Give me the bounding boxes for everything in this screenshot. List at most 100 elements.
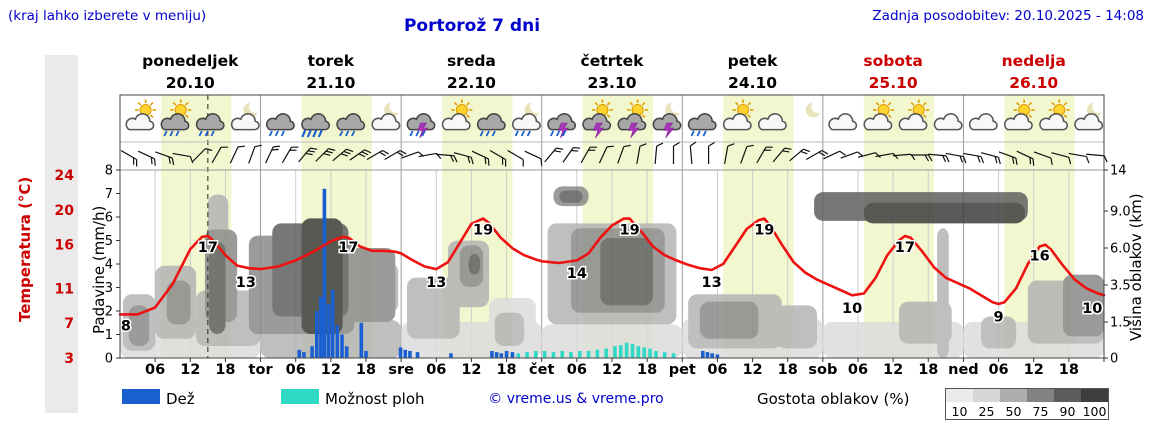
svg-text:17: 17 xyxy=(338,240,358,256)
svg-text:0: 0 xyxy=(105,352,113,367)
day-date: 25.10 xyxy=(869,74,918,92)
svg-text:1: 1 xyxy=(105,328,113,343)
rain-icon xyxy=(491,130,496,137)
wind-barb xyxy=(1051,152,1072,165)
wind-barb xyxy=(945,152,967,164)
rain-icon xyxy=(421,130,426,137)
svg-text:19: 19 xyxy=(754,223,774,239)
svg-text:17: 17 xyxy=(895,240,915,256)
rain-icon xyxy=(409,130,414,137)
density-step: 25 xyxy=(973,389,1000,419)
weather-icon-gcloud-rain xyxy=(687,113,717,137)
temperature-value-labels: 8 17 13 17 13 19 14 19 13 19 10 17 9 16 10 xyxy=(119,221,1104,336)
rain-icon xyxy=(526,130,531,137)
rain-icon xyxy=(555,130,561,137)
weather-icon-sun-cloud xyxy=(898,99,930,131)
lightning-icon xyxy=(663,122,675,139)
weather-icon-moon-cloud xyxy=(371,100,402,131)
wind-barb xyxy=(349,149,372,161)
density-value: 25 xyxy=(978,404,995,419)
rain-icon xyxy=(198,130,203,137)
wind-barb xyxy=(963,152,985,164)
wind-barb xyxy=(315,148,336,162)
copyright-link[interactable]: © vreme.us & vreme.pro xyxy=(488,391,664,407)
wind-barb xyxy=(789,148,811,162)
svg-text:06: 06 xyxy=(567,362,587,378)
wind-barb xyxy=(281,146,299,164)
weather-icon-sun-gcloud-bolt xyxy=(617,99,649,139)
svg-text:12: 12 xyxy=(180,362,200,378)
rain-icon xyxy=(339,130,344,137)
heavy-rain-icon xyxy=(312,129,318,138)
heavy-rain-icon xyxy=(301,129,307,138)
lightning-icon xyxy=(592,122,605,139)
day-date: 23.10 xyxy=(587,74,636,92)
weather-icon-cloud xyxy=(933,113,963,131)
svg-text:12: 12 xyxy=(461,362,481,378)
weather-icon-sun-gcloud-bolt xyxy=(582,99,613,139)
weather-icon-gcloud-rain xyxy=(336,113,366,137)
svg-text:10: 10 xyxy=(1082,301,1102,317)
density-swatch xyxy=(973,389,1000,402)
wind-barb xyxy=(598,145,614,164)
wind-barb xyxy=(840,151,864,159)
density-value: 50 xyxy=(1005,404,1022,419)
svg-text:06: 06 xyxy=(848,362,868,378)
weather-icon-sun-cloud xyxy=(1039,99,1070,131)
svg-text:12: 12 xyxy=(883,362,903,378)
shower-bars xyxy=(516,342,676,358)
density-step: 100 xyxy=(1081,389,1108,419)
svg-text:18: 18 xyxy=(215,362,235,378)
day-date: 20.10 xyxy=(166,74,215,92)
svg-text:12: 12 xyxy=(321,362,341,378)
svg-text:13: 13 xyxy=(236,275,256,291)
wind-barb xyxy=(436,153,458,163)
wind-barb xyxy=(172,152,194,164)
wind-barb xyxy=(617,144,631,164)
weather-icon-cloud xyxy=(828,113,858,131)
wind-barb xyxy=(772,147,792,163)
rain-legend-label: Dež xyxy=(166,390,195,408)
cloud-icon xyxy=(125,113,155,131)
rain-icon xyxy=(268,130,273,137)
svg-text:9.0: 9.0 xyxy=(1110,205,1131,220)
svg-text:19: 19 xyxy=(620,223,640,239)
day-name: četrtek xyxy=(581,52,645,70)
weather-icon-sun-gcloud-rain xyxy=(160,99,192,137)
wind-barb xyxy=(756,146,773,164)
wind-barb xyxy=(192,148,213,162)
svg-text:16: 16 xyxy=(1030,249,1050,265)
page-title: Portorož 7 dni xyxy=(403,16,541,36)
wind-barb xyxy=(248,144,262,164)
precipitation-axis-label: Padavine (mm/h) xyxy=(90,205,108,334)
svg-text:4: 4 xyxy=(105,258,113,273)
dark-cloud-icon xyxy=(687,113,717,131)
wind-barb xyxy=(120,149,138,167)
wind-barb xyxy=(384,149,407,161)
svg-text:06: 06 xyxy=(145,362,165,378)
svg-text:9: 9 xyxy=(994,310,1004,326)
day-name: ponedeljek xyxy=(142,52,239,70)
wind-barb xyxy=(524,150,543,166)
svg-text:0: 0 xyxy=(1110,352,1118,367)
day-date: 21.10 xyxy=(306,74,355,92)
weather-icon-gcloud-bolt-rain xyxy=(547,113,577,139)
weather-icon-sun-cloud xyxy=(863,99,895,131)
time-axis-labels: 06 12 18 tor 06 12 18 sre 06 12 18 čet 06 12 18 pet 06 12… xyxy=(145,362,1079,378)
svg-text:18: 18 xyxy=(356,362,376,378)
temperature-curve xyxy=(118,217,1106,316)
svg-text:14: 14 xyxy=(1110,164,1127,179)
wind-barb xyxy=(724,143,735,164)
temperature-axis-label: Temperatura (°C) xyxy=(16,176,34,322)
day-name: sobota xyxy=(863,52,923,70)
wind-barb xyxy=(1086,153,1108,163)
rain-icon xyxy=(351,130,356,137)
day-date: 22.10 xyxy=(447,74,496,92)
day-name: sreda xyxy=(447,52,496,70)
rain-icon xyxy=(204,130,209,137)
density-swatch xyxy=(1054,389,1081,402)
svg-text:sre: sre xyxy=(388,362,414,378)
wind-barb xyxy=(654,142,664,165)
svg-text:8: 8 xyxy=(121,318,131,334)
wind-barb xyxy=(489,149,507,167)
